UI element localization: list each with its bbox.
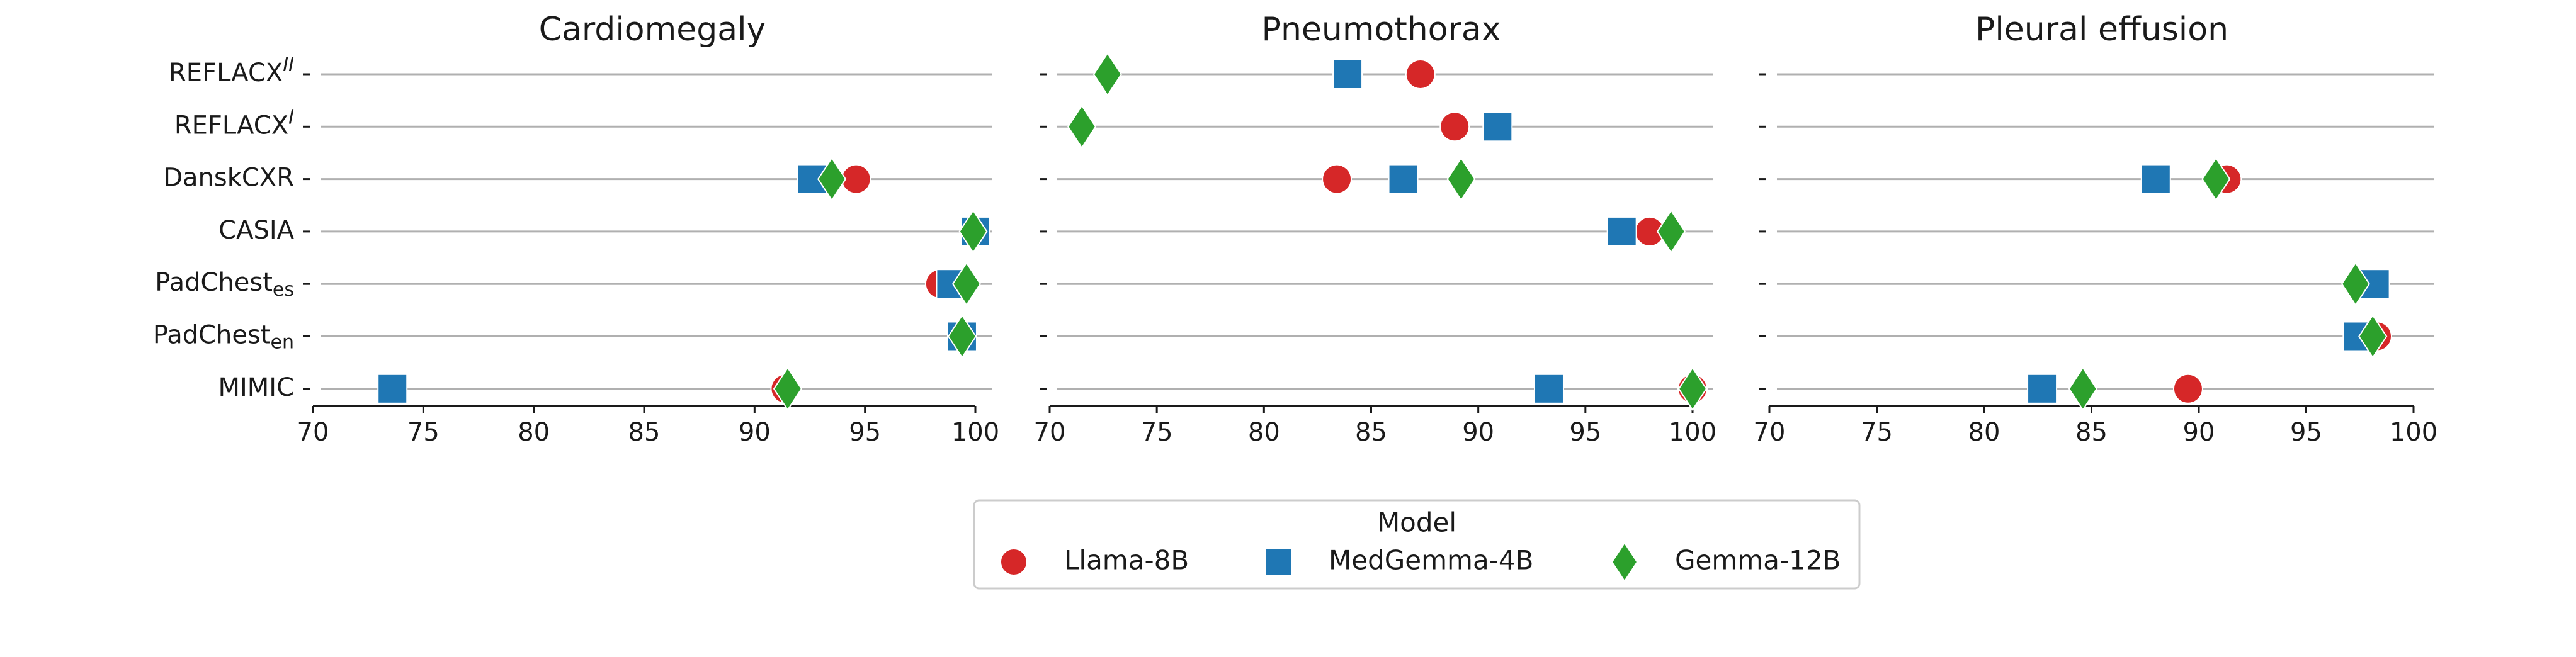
legend-marker-llama-8b	[1000, 548, 1028, 576]
point-gemma-12b-padchest-es	[2341, 262, 2370, 306]
legend-item-medgemma-4b: MedGemma-4B	[1264, 545, 1533, 576]
series-gemma-12b	[2068, 157, 2388, 411]
x-tick-label: 90	[739, 418, 771, 447]
x-tick-label: 95	[2290, 418, 2322, 447]
y-label-padchest-es: PadChestes	[155, 268, 294, 301]
point-llama-8b-reflacx-ii	[1405, 59, 1436, 89]
x-tick-label: 100	[951, 418, 999, 447]
point-llama-8b-mimic	[2172, 373, 2203, 404]
point-llama-8b-reflacx-i	[1439, 111, 1470, 142]
point-gemma-12b-reflacx-i	[1067, 104, 1097, 149]
legend-marker-medgemma-4b	[1264, 548, 1292, 576]
point-llama-8b-danskcxr	[1322, 164, 1353, 194]
legend-item-gemma-12b: Gemma-12B	[1611, 541, 1841, 583]
x-tick-label: 75	[1861, 418, 1893, 447]
x-tick-label: 85	[1355, 418, 1387, 447]
point-medgemma-4b-reflacx-i	[1482, 111, 1513, 142]
point-gemma-12b-casia	[1656, 209, 1686, 254]
point-gemma-12b-mimic	[773, 366, 802, 411]
point-medgemma-4b-mimic	[1533, 373, 1564, 404]
chart-panels: Cardiomegaly REFLACXII REFLACXI DanskCXR CAS…	[153, 11, 2437, 447]
legend-item-llama-8b: Llama-8B	[1000, 545, 1189, 576]
legend-label: Gemma-12B	[1675, 545, 1841, 576]
point-gemma-12b-danskcxr	[817, 157, 847, 201]
x-tick-label: 70	[1034, 418, 1066, 447]
legend-label: Llama-8B	[1064, 545, 1189, 576]
legend-title: Model	[1377, 507, 1456, 538]
legend: Model Llama-8B MedGemma-4B Gemma-12B	[973, 499, 1861, 590]
y-label-danskcxr: DanskCXR	[163, 164, 294, 193]
point-gemma-12b-padchest-en	[947, 314, 977, 359]
point-medgemma-4b-danskcxr	[1388, 164, 1419, 194]
series-medgemma-4b	[1332, 59, 1637, 404]
panel-cardiomegaly: Cardiomegaly REFLACXII REFLACXI DanskCXR CAS…	[153, 11, 999, 447]
x-tick-label: 75	[1141, 418, 1173, 447]
point-gemma-12b-padchest-en	[2358, 314, 2388, 359]
legend-box	[973, 499, 1861, 590]
y-label-mimic: MIMIC	[218, 373, 294, 402]
x-tick-label: 80	[1248, 418, 1280, 447]
legend-label: MedGemma-4B	[1329, 545, 1533, 576]
point-gemma-12b-reflacx-ii	[1092, 52, 1122, 97]
x-tick-label: 100	[1669, 418, 1716, 447]
x-tick-label: 90	[1462, 418, 1494, 447]
panel-title: Cardiomegaly	[539, 11, 766, 48]
point-medgemma-4b-reflacx-ii	[1332, 59, 1363, 89]
x-tick-label: 75	[407, 418, 440, 447]
x-tick-label: 70	[1754, 418, 1786, 447]
x-tick-label: 100	[2390, 418, 2437, 447]
series-gemma-12b	[773, 157, 988, 411]
point-medgemma-4b-mimic	[377, 373, 408, 404]
y-label-reflacx-ii: REFLACXII	[169, 54, 294, 88]
point-gemma-12b-mimic	[2068, 366, 2097, 411]
point-medgemma-4b-casia	[1606, 216, 1637, 247]
series-medgemma-4b	[2027, 164, 2390, 404]
point-gemma-12b-danskcxr	[2201, 157, 2231, 201]
point-gemma-12b-casia	[958, 209, 988, 254]
point-gemma-12b-danskcxr	[1446, 157, 1476, 201]
panel-pneumothorax: Pneumothorax 70 75 80 85 90 95 100	[1034, 11, 1717, 447]
x-tick-label: 80	[518, 418, 550, 447]
panel-title: Pleural effusion	[1975, 11, 2228, 48]
point-gemma-12b-padchest-es	[951, 262, 982, 306]
point-medgemma-4b-danskcxr	[2140, 164, 2171, 194]
x-tick-label: 90	[2183, 418, 2215, 447]
panel-title: Pneumothorax	[1262, 11, 1501, 48]
y-label-casia: CASIA	[218, 216, 294, 245]
x-tick-label: 95	[1569, 418, 1601, 447]
x-tick-label: 85	[2075, 418, 2108, 447]
legend-marker-gemma-12b	[1611, 541, 1638, 583]
y-label-reflacx-i: REFLACXI	[174, 106, 294, 140]
x-tick-label: 80	[1968, 418, 2000, 447]
x-tick-label: 85	[628, 418, 661, 447]
x-tick-label: 95	[849, 418, 881, 447]
point-gemma-12b-mimic	[1677, 366, 1708, 411]
series-gemma-12b	[1067, 52, 1708, 411]
point-medgemma-4b-mimic	[2027, 373, 2058, 404]
x-tick-label: 70	[297, 418, 329, 447]
panel-pleural-effusion: Pleural effusion 70 75 80 85 90 95 100	[1754, 11, 2438, 447]
y-label-padchest-en: PadChesten	[153, 321, 294, 354]
